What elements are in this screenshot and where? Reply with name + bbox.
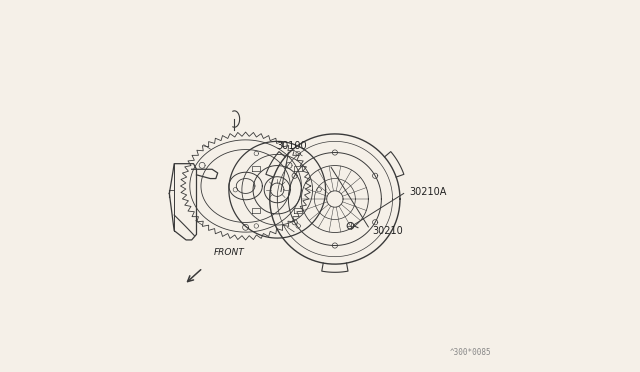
Text: 30210A: 30210A bbox=[410, 187, 447, 196]
Text: FRONT: FRONT bbox=[214, 248, 244, 257]
Text: ^300*0085: ^300*0085 bbox=[449, 348, 491, 357]
Text: 30100: 30100 bbox=[276, 141, 307, 151]
Text: 30210: 30210 bbox=[372, 226, 403, 235]
